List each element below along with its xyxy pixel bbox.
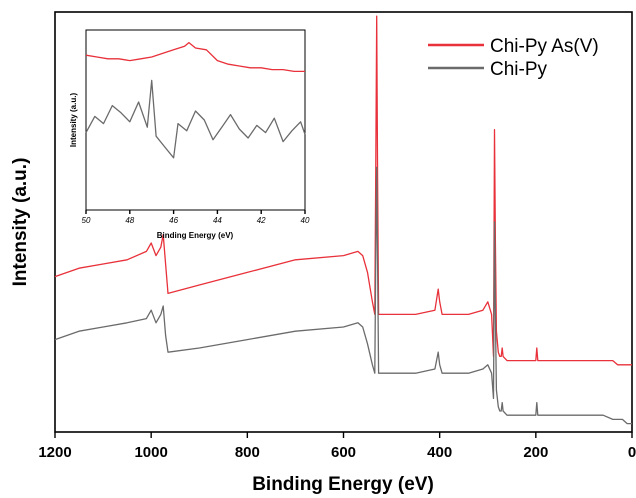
- main-x-tick-label-400: 400: [427, 444, 452, 461]
- legend-label-chi-py: Chi-Py: [490, 59, 548, 80]
- inset-x-tick-label-46: 46: [169, 216, 178, 225]
- main-series-group: [54, 15, 632, 425]
- inset-plot-frame: [85, 29, 306, 211]
- main-y-axis-title: Intensity (a.u.): [10, 158, 31, 287]
- inset-x-tick-label-50: 50: [82, 216, 91, 225]
- inset-x-tick-label-48: 48: [125, 216, 134, 225]
- inset-x-tick-label-44: 44: [213, 216, 222, 225]
- main-x-tick-label-200: 200: [523, 444, 548, 461]
- inset-x-tick-label-42: 42: [257, 216, 266, 225]
- main-x-tick-label-800: 800: [235, 444, 260, 461]
- main-series-chi-py: [54, 166, 632, 425]
- main-x-tick-label-0: 0: [628, 444, 636, 461]
- inset-series-chi-py-as-v: [85, 41, 305, 73]
- inset-series-group: [85, 41, 306, 159]
- main-x-tick-label-600: 600: [331, 444, 356, 461]
- inset-x-tick-label-40: 40: [301, 216, 310, 225]
- main-series-chi-py-as-v: [54, 15, 632, 366]
- inset-y-axis-title: Intensity (a.u.): [69, 93, 78, 148]
- inset-series-chi-py: [85, 79, 306, 159]
- legend: Chi-Py As(V) Chi-Py: [428, 36, 599, 80]
- inset-x-ticks: 50 48 46 44 42 40: [82, 210, 310, 225]
- main-x-axis-title: Binding Energy (eV): [252, 474, 434, 495]
- main-x-ticks: 1200 1000 800 600 400 200 0: [38, 432, 636, 461]
- inset-chart: 50 48 46 44 42 40 Binding Energy (eV) Intensi…: [69, 29, 310, 240]
- main-x-tick-label-1200: 1200: [38, 444, 71, 461]
- inset-x-axis-title: Binding Energy (eV): [157, 231, 234, 240]
- main-x-tick-label-1000: 1000: [134, 444, 167, 461]
- legend-label-chi-py-asv: Chi-Py As(V): [490, 36, 599, 57]
